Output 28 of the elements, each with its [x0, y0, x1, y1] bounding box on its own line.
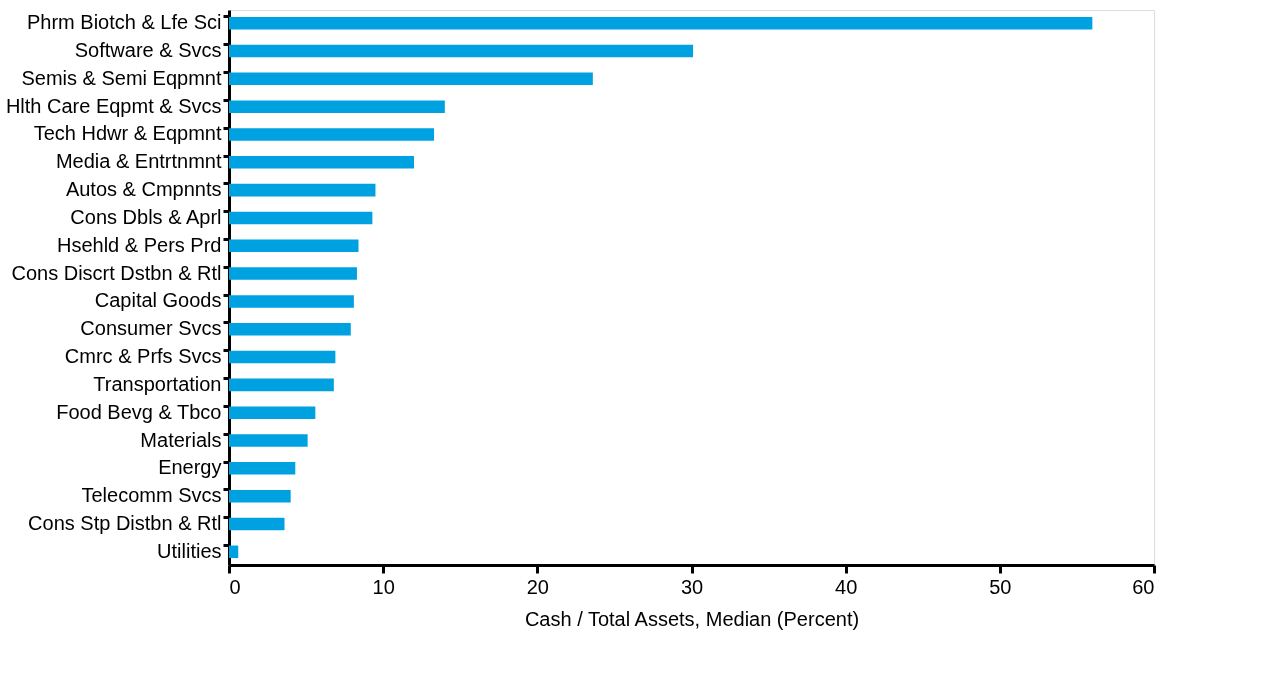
y-tick-label: Cons Dbls & Aprl — [70, 205, 222, 228]
y-tick-label: Cmrc & Prfs Svcs — [64, 345, 222, 368]
y-tick-label: Phrm Biotch & Lfe Sci — [26, 11, 222, 34]
x-tick-label: 60 — [1132, 575, 1155, 598]
y-tick-label: Materials — [140, 428, 222, 451]
x-tick-label: 20 — [526, 575, 549, 598]
y-tick-label: Hlth Care Eqpmt & Svcs — [5, 94, 222, 117]
y-tick-label: Transportation — [93, 372, 222, 395]
y-tick-label: Food Bevg & Tbco — [56, 400, 222, 423]
y-tick-label: Utilities — [157, 539, 222, 562]
y-tick-label: Hsehld & Pers Prd — [56, 233, 222, 256]
y-tick-label: Semis & Semi Eqpmnt — [21, 66, 222, 89]
y-tick-label: Consumer Svcs — [80, 317, 222, 340]
y-tick-label: Autos & Cmpnnts — [65, 178, 222, 201]
y-tick-label: Energy — [158, 456, 222, 479]
x-tick-label: 40 — [835, 575, 858, 598]
x-tick-label: 50 — [989, 575, 1012, 598]
y-tick-label: Cons Discrt Dstbn & Rtl — [11, 261, 222, 284]
y-tick-label: Capital Goods — [94, 289, 222, 312]
x-tick-label: 0 — [229, 575, 241, 598]
x-tick-label: 30 — [680, 575, 704, 598]
y-tick-label: Telecomm Svcs — [81, 484, 222, 507]
y-tick-label: Media & Entrtnmnt — [55, 150, 222, 173]
y-tick-label: Tech Hdwr & Eqpmnt — [33, 122, 222, 145]
y-tick-label: Software & Svcs — [74, 39, 222, 62]
y-tick-label: Cons Stp Distbn & Rtl — [28, 511, 222, 534]
x-tick-label: 10 — [372, 575, 395, 598]
x-axis-title: Cash / Total Assets, Median (Percent) — [524, 607, 860, 630]
